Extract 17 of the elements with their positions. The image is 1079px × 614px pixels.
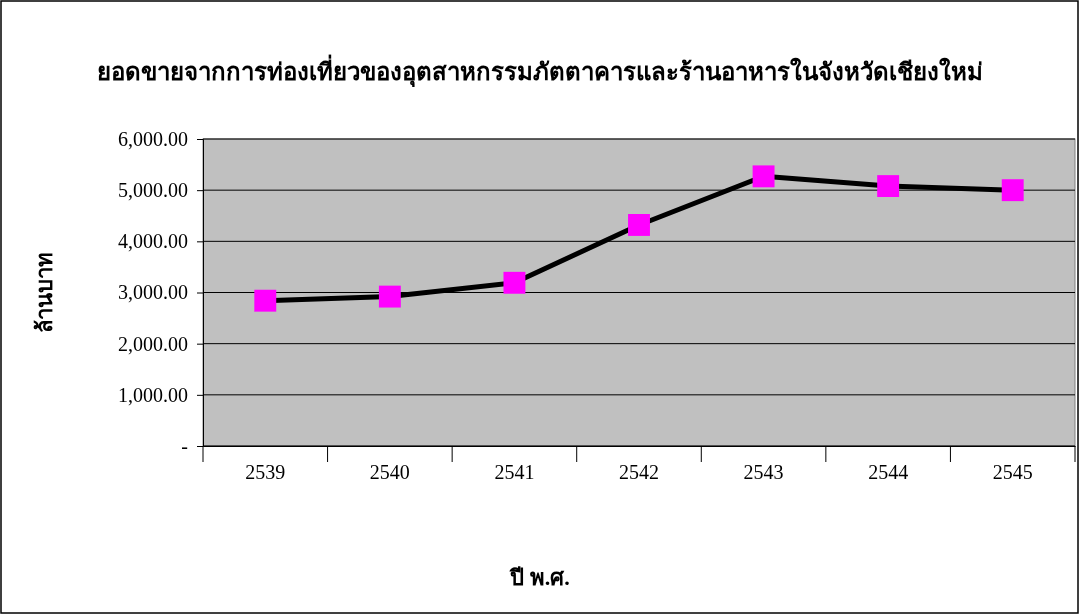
y-tick-label: 5,000.00: [118, 179, 188, 202]
y-tick-label: -: [181, 434, 188, 457]
x-tick-label: 2541: [494, 461, 535, 483]
y-tick-label: 2,000.00: [118, 332, 188, 355]
x-tick-label: 2540: [369, 461, 410, 483]
x-axis-title: ปี พ.ศ.: [509, 565, 570, 590]
x-tick-label: 2542: [619, 461, 659, 483]
x-tick-label: 2543: [743, 461, 784, 483]
y-tick-label: 4,000.00: [118, 230, 188, 253]
y-tick-label: 1,000.00: [118, 383, 188, 406]
x-tick-label: 2544: [868, 461, 909, 483]
chart-title: ยอดขายจากการท่องเที่ยวของอุตสาหกรรมภัตตาคารและร้านอาหารในจังหวัดเชียงใหม่: [97, 54, 983, 88]
y-axis-title: ล้านบาท: [32, 251, 57, 333]
x-tick-label: 2539: [245, 461, 286, 483]
y-tick-label: 6,000.00: [118, 127, 188, 150]
x-tick-label: 2545: [992, 461, 1033, 483]
y-tick-label: 3,000.00: [118, 281, 188, 304]
